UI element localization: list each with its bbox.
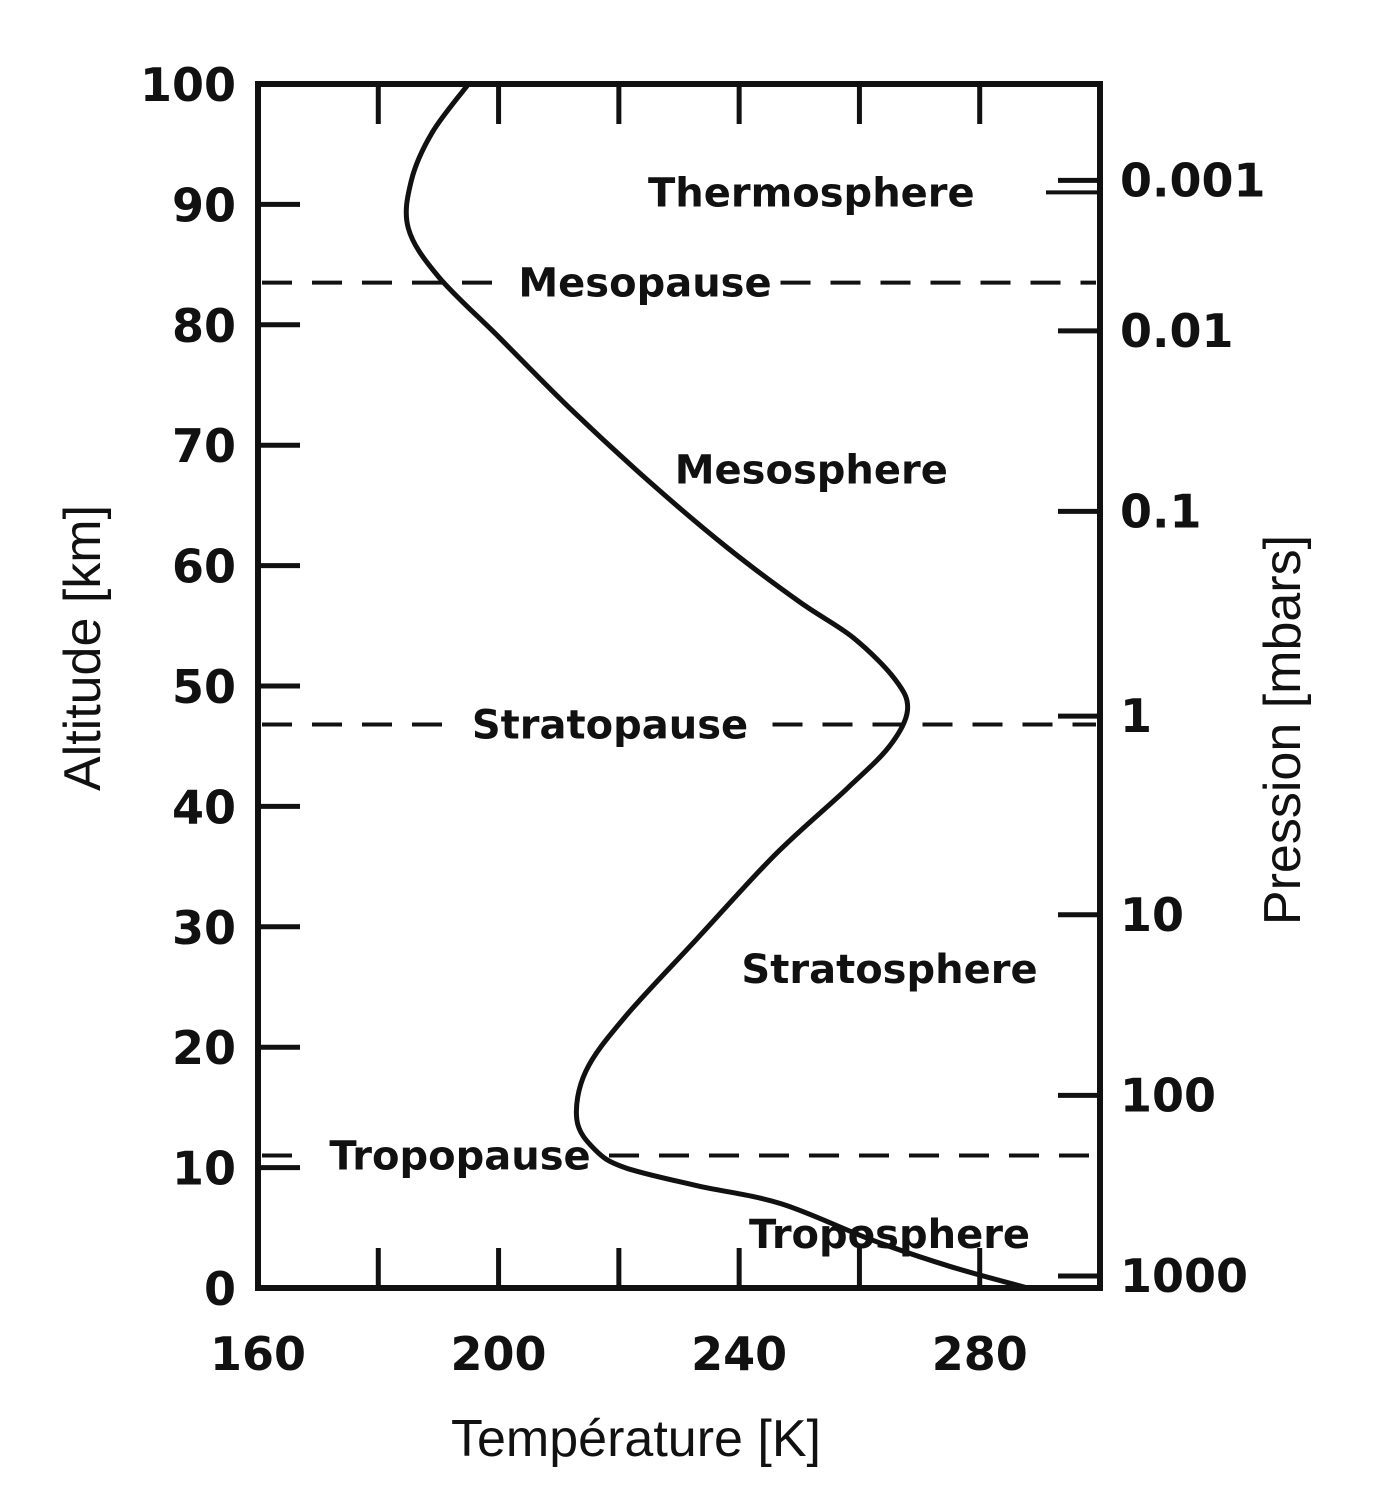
altitude-axis: 0 10 20 30 40 50 60 70 80 90 100 — [140, 58, 300, 1316]
y-tick-label: 0 — [204, 1262, 236, 1316]
x-tick-label: 240 — [691, 1327, 787, 1381]
boundary-label: Mesopause — [518, 261, 771, 307]
y2-tick-label: 10 — [1120, 888, 1184, 942]
y-tick-label: 50 — [172, 660, 236, 714]
y-tick-label: 70 — [172, 419, 236, 473]
temperature-axis: 160 200 240 280 — [210, 84, 1028, 1381]
y2-tick-label: 0.001 — [1120, 153, 1266, 207]
plot-frame — [255, 81, 1103, 1291]
y-tick-label: 60 — [172, 540, 236, 594]
region-label: Stratosphere — [741, 947, 1037, 993]
y-tick-label: 30 — [172, 901, 236, 955]
temperature-profile-line — [403, 81, 1031, 1291]
y2-tick-label: 1 — [1120, 689, 1152, 743]
y-tick-label: 80 — [172, 299, 236, 353]
boundary-label: Tropopause — [329, 1134, 590, 1180]
y2-tick-label: 0.1 — [1120, 484, 1202, 538]
x-tick-label: 280 — [932, 1327, 1028, 1381]
y-axis-title: Altitude [km] — [54, 505, 112, 791]
y-tick-label: 10 — [172, 1142, 236, 1196]
y2-tick-label: 0.01 — [1120, 304, 1234, 358]
pressure-axis: 0.001 0.01 0.1 1 10 100 1000 — [1058, 153, 1266, 1303]
y2-axis-title: Pression [mbars] — [1254, 535, 1312, 925]
x-tick-label: 160 — [210, 1327, 306, 1381]
boundary-label: Stratopause — [472, 703, 748, 749]
layer-boundaries: Mesopause Stratopause Tropopause — [262, 261, 1096, 1180]
y-tick-label: 20 — [172, 1021, 236, 1075]
region-label: Thermosphere — [648, 170, 975, 216]
x-axis-title: Température [K] — [451, 1410, 821, 1468]
region-labels: Thermosphere Mesosphere Stratosphere Tropos… — [648, 170, 1100, 1258]
y2-tick-label: 100 — [1120, 1068, 1216, 1122]
y-tick-label: 40 — [172, 780, 236, 834]
x-tick-label: 200 — [451, 1327, 547, 1381]
y-tick-label: 90 — [172, 178, 236, 232]
y2-tick-label: 1000 — [1120, 1249, 1248, 1303]
y-tick-label: 100 — [140, 58, 236, 112]
region-label: Troposphere — [749, 1212, 1030, 1258]
region-label: Mesosphere — [675, 447, 948, 493]
